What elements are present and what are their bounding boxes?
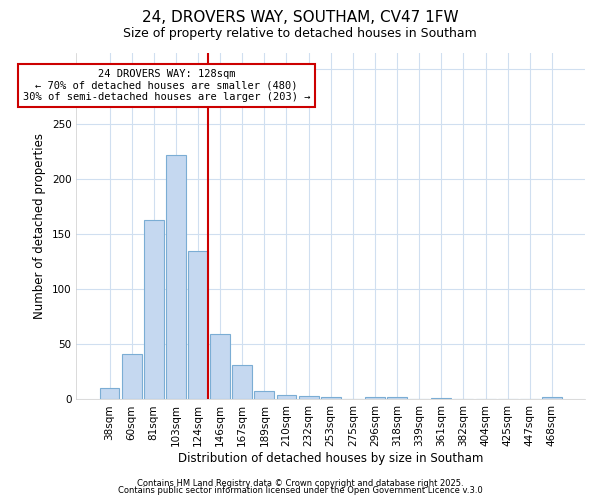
Bar <box>431 398 451 400</box>
Bar <box>100 388 119 400</box>
Bar <box>542 398 562 400</box>
Bar <box>210 334 230 400</box>
Text: Contains public sector information licensed under the Open Government Licence v.: Contains public sector information licen… <box>118 486 482 495</box>
Bar <box>232 366 252 400</box>
Bar <box>166 155 186 400</box>
Bar <box>188 251 208 400</box>
Bar <box>299 396 319 400</box>
Text: 24 DROVERS WAY: 128sqm
← 70% of detached houses are smaller (480)
30% of semi-de: 24 DROVERS WAY: 128sqm ← 70% of detached… <box>23 69 310 102</box>
Bar <box>122 354 142 400</box>
Y-axis label: Number of detached properties: Number of detached properties <box>33 133 46 319</box>
Text: 24, DROVERS WAY, SOUTHAM, CV47 1FW: 24, DROVERS WAY, SOUTHAM, CV47 1FW <box>142 10 458 25</box>
X-axis label: Distribution of detached houses by size in Southam: Distribution of detached houses by size … <box>178 452 484 465</box>
Bar <box>365 398 385 400</box>
Text: Size of property relative to detached houses in Southam: Size of property relative to detached ho… <box>123 28 477 40</box>
Bar <box>254 390 274 400</box>
Bar <box>321 398 341 400</box>
Bar <box>144 220 164 400</box>
Text: Contains HM Land Registry data © Crown copyright and database right 2025.: Contains HM Land Registry data © Crown c… <box>137 478 463 488</box>
Bar <box>277 395 296 400</box>
Bar <box>387 398 407 400</box>
